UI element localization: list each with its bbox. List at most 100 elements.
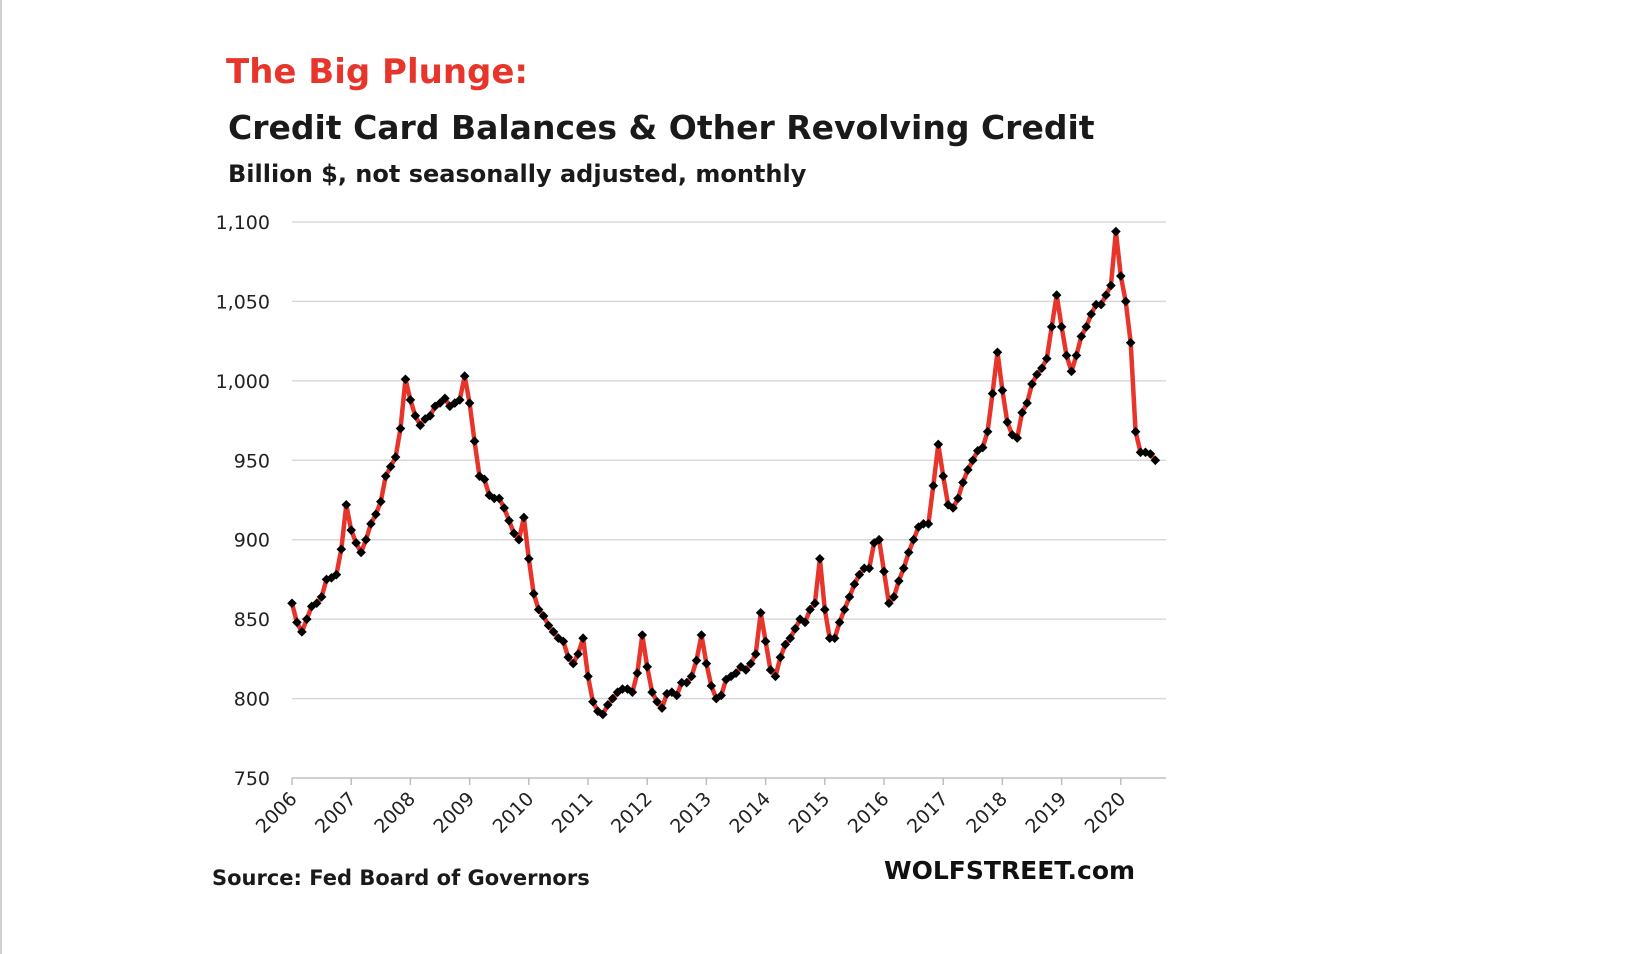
data-point [824,633,835,644]
data-point [380,471,391,481]
data-point [854,569,865,580]
data-point [302,614,312,624]
data-point [1042,353,1052,364]
data-point [839,604,850,615]
data-point [499,503,509,513]
data-point [760,636,771,647]
data-point [859,563,870,574]
data-point [810,598,820,609]
data-point [395,423,406,434]
data-point [898,563,909,574]
data-point [1150,455,1161,466]
x-tick-label: 2008 [370,788,420,838]
data-point [785,633,796,644]
frame-border [0,0,2,954]
data-point [346,525,356,535]
data-point [464,398,475,408]
data-point [1027,379,1037,389]
data-point [356,547,366,558]
unit-note: Billion $, not seasonally adjusted, mont… [228,160,807,188]
x-tick-label: 2013 [666,788,716,838]
x-tick-label: 2020 [1081,788,1131,838]
data-point [1017,407,1027,418]
data-point [558,636,569,647]
data-point [528,588,539,599]
data-point [637,630,648,640]
data-point [1071,350,1082,361]
data-point [1046,322,1057,332]
data-point [351,538,361,548]
data-point [1086,309,1096,319]
x-axis-ticks: 2006 2007 2008 2009 2010 2011 2012 2013 2014 2015… [252,788,1131,838]
x-tick-label: 2019 [1021,788,1071,838]
data-markers [287,226,1161,720]
data-point [366,519,376,529]
x-tick-label: 2007 [311,788,361,838]
data-point [982,426,993,437]
data-point [297,627,307,637]
data-point [1135,447,1146,458]
data-point [632,668,643,678]
data-point [1091,299,1101,310]
data-point [933,439,944,450]
data-point [977,442,988,453]
data-point [968,455,978,466]
data-point [376,496,386,507]
data-point [598,709,608,720]
data-point [563,652,574,663]
data-point [371,509,381,520]
data-point [1056,322,1067,332]
x-tick-label: 2015 [785,788,835,838]
data-point [790,623,800,634]
data-point [953,493,963,504]
data-point [1061,350,1072,361]
data-point [1032,369,1042,380]
brand-logo-text: WOLFSTREET.com [884,856,1136,885]
source-note: Source: Fed Board of Governors [212,866,590,890]
data-point [440,393,450,404]
data-point [938,471,948,481]
y-tick-label: 1,000 [216,371,270,393]
data-point [331,569,342,580]
data-point [622,684,633,694]
data-point [731,668,741,678]
data-point [820,604,830,615]
data-point [454,395,465,405]
data-point [1120,296,1131,307]
data-point [1037,363,1047,373]
data-point [543,620,554,631]
y-tick-label: 800 [234,689,270,711]
data-point [879,566,889,577]
data-point [918,519,929,529]
data-point [519,512,529,523]
gridlines [292,221,1166,700]
data-point [657,703,667,713]
data-point [1076,331,1087,342]
data-point [385,461,396,472]
data-point [908,534,919,545]
data-point [775,652,786,663]
data-point [533,604,544,615]
y-tick-label: 850 [234,609,270,631]
data-point [765,665,776,675]
data-point [691,655,702,666]
data-point [672,690,682,701]
data-point [1096,299,1106,310]
x-axis [291,777,1166,785]
data-point [647,687,657,698]
data-point [923,519,934,529]
chart-title: The Big Plunge: [226,52,529,92]
series-line [289,229,1158,717]
x-tick-label: 2018 [962,788,1012,838]
data-point [1081,322,1092,332]
data-point [311,598,322,609]
x-tick-label: 2010 [489,788,539,838]
x-tick-label: 2017 [903,788,953,838]
data-point [538,611,549,621]
data-point [607,693,618,704]
data-point [1125,337,1136,348]
data-point [726,671,736,682]
data-point [1012,433,1022,443]
data-point [459,371,470,381]
